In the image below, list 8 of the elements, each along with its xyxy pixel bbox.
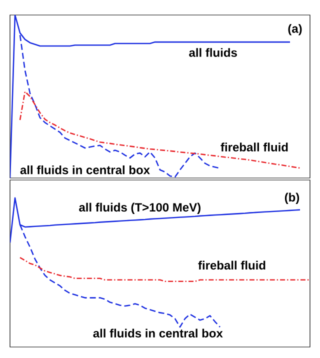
series-label: fireball fluid <box>198 260 266 270</box>
series-label: fireball fluid <box>220 142 288 152</box>
series-label: all fluids in central box <box>93 328 223 338</box>
series-label: all fluids in central box <box>20 165 150 174</box>
series-label: all fluids <box>189 48 237 57</box>
chart-title: (b) <box>284 192 300 204</box>
text: (a) <box>288 24 302 36</box>
series-label: all fluids (T>100 MeV) <box>79 202 200 214</box>
